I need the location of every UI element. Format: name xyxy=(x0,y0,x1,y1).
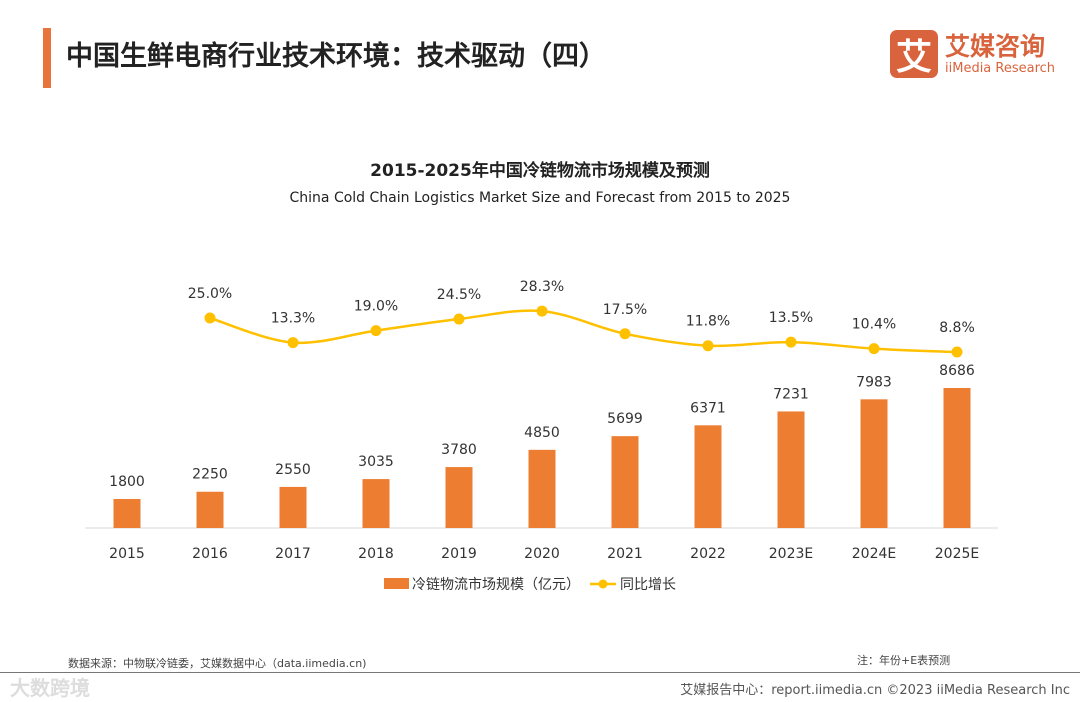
source-text: 数据来源：中物联冷链委，艾媒数据中心（data.iimedia.cn) xyxy=(68,657,367,670)
x-tick-label: 2025E xyxy=(935,546,979,562)
growth-label: 28.3% xyxy=(520,279,564,295)
x-tick-label: 2021 xyxy=(607,546,643,562)
growth-label: 10.4% xyxy=(852,317,896,333)
x-tick-label: 2015 xyxy=(109,546,145,562)
legend-bar-label: 冷链物流市场规模（亿元） xyxy=(412,576,580,593)
growth-line xyxy=(209,309,958,354)
growth-label: 13.5% xyxy=(769,310,813,326)
note-text: 注：年份+E表预测 xyxy=(857,654,951,667)
x-tick-label: 2023E xyxy=(769,546,813,562)
growth-point xyxy=(370,325,382,337)
growth-point xyxy=(868,343,880,355)
bar-label: 1800 xyxy=(109,474,145,490)
logo: 艾 艾媒咨询 iiMedia Research xyxy=(890,30,1055,78)
chart-subtitle: China Cold Chain Logistics Market Size a… xyxy=(289,190,791,206)
logo-en: iiMedia Research xyxy=(945,60,1056,76)
growth-label: 8.8% xyxy=(939,320,975,336)
growth-label: 13.3% xyxy=(271,311,315,327)
legend-bar-swatch xyxy=(384,578,409,589)
growth-point xyxy=(619,328,631,340)
title-accent-bar xyxy=(43,28,51,88)
bar xyxy=(943,388,971,528)
growth-label: 19.0% xyxy=(354,299,398,315)
bar-label: 3035 xyxy=(358,454,394,470)
page-title: 中国生鲜电商行业技术环境：技术驱动（四） xyxy=(66,41,606,72)
x-tick-label: 2022 xyxy=(690,546,726,562)
x-tick-label: 2024E xyxy=(852,546,896,562)
bar xyxy=(528,449,556,528)
growth-label: 24.5% xyxy=(437,287,481,303)
x-tick-label: 2020 xyxy=(524,546,560,562)
x-tick-label: 2018 xyxy=(358,546,394,562)
growth-point xyxy=(702,340,714,352)
legend-line-marker xyxy=(598,579,608,589)
bar-label: 5699 xyxy=(607,411,643,427)
bar-label: 7983 xyxy=(856,374,892,390)
growth-point xyxy=(951,346,963,358)
growth-point xyxy=(204,312,216,324)
growth-label: 17.5% xyxy=(603,302,647,318)
bar-label: 2550 xyxy=(275,462,311,478)
watermark: 大数跨境 xyxy=(10,676,90,700)
bar-label: 7231 xyxy=(773,386,809,402)
copyright: 艾媒报告中心：report.iimedia.cn ©2023 iiMedia R… xyxy=(680,683,1070,698)
legend-line-label: 同比增长 xyxy=(620,577,676,593)
growth-point xyxy=(536,305,548,317)
x-tick-label: 2017 xyxy=(275,546,311,562)
bar xyxy=(362,479,390,528)
bar xyxy=(113,498,141,528)
growth-label: 11.8% xyxy=(686,314,730,330)
x-tick-label: 2019 xyxy=(441,546,477,562)
logo-cn: 艾媒咨询 xyxy=(945,31,1046,61)
bar xyxy=(445,467,473,528)
chart: 1800 2015 2250 2016 2550 2017 3035 2018 3780 2019… xyxy=(85,279,998,593)
growth-label: 25.0% xyxy=(188,286,232,302)
logo-mark: 艾 xyxy=(890,30,938,78)
bar-label: 3780 xyxy=(441,442,477,458)
bar xyxy=(694,425,722,528)
chart-title: 2015-2025年中国冷链物流市场规模及预测 xyxy=(370,161,710,181)
bar xyxy=(611,436,639,528)
growth-point xyxy=(453,313,465,325)
bar xyxy=(860,399,888,528)
bar xyxy=(196,491,224,528)
footer-divider xyxy=(0,672,1080,673)
x-tick-label: 2016 xyxy=(192,546,228,562)
growth-point xyxy=(287,337,299,349)
bar-label: 6371 xyxy=(690,400,726,416)
bar-label: 2250 xyxy=(192,467,228,483)
bar-label: 4850 xyxy=(524,425,560,441)
bar xyxy=(777,411,805,528)
bar-label: 8686 xyxy=(939,363,975,379)
bar xyxy=(279,486,307,528)
growth-point xyxy=(785,336,797,348)
